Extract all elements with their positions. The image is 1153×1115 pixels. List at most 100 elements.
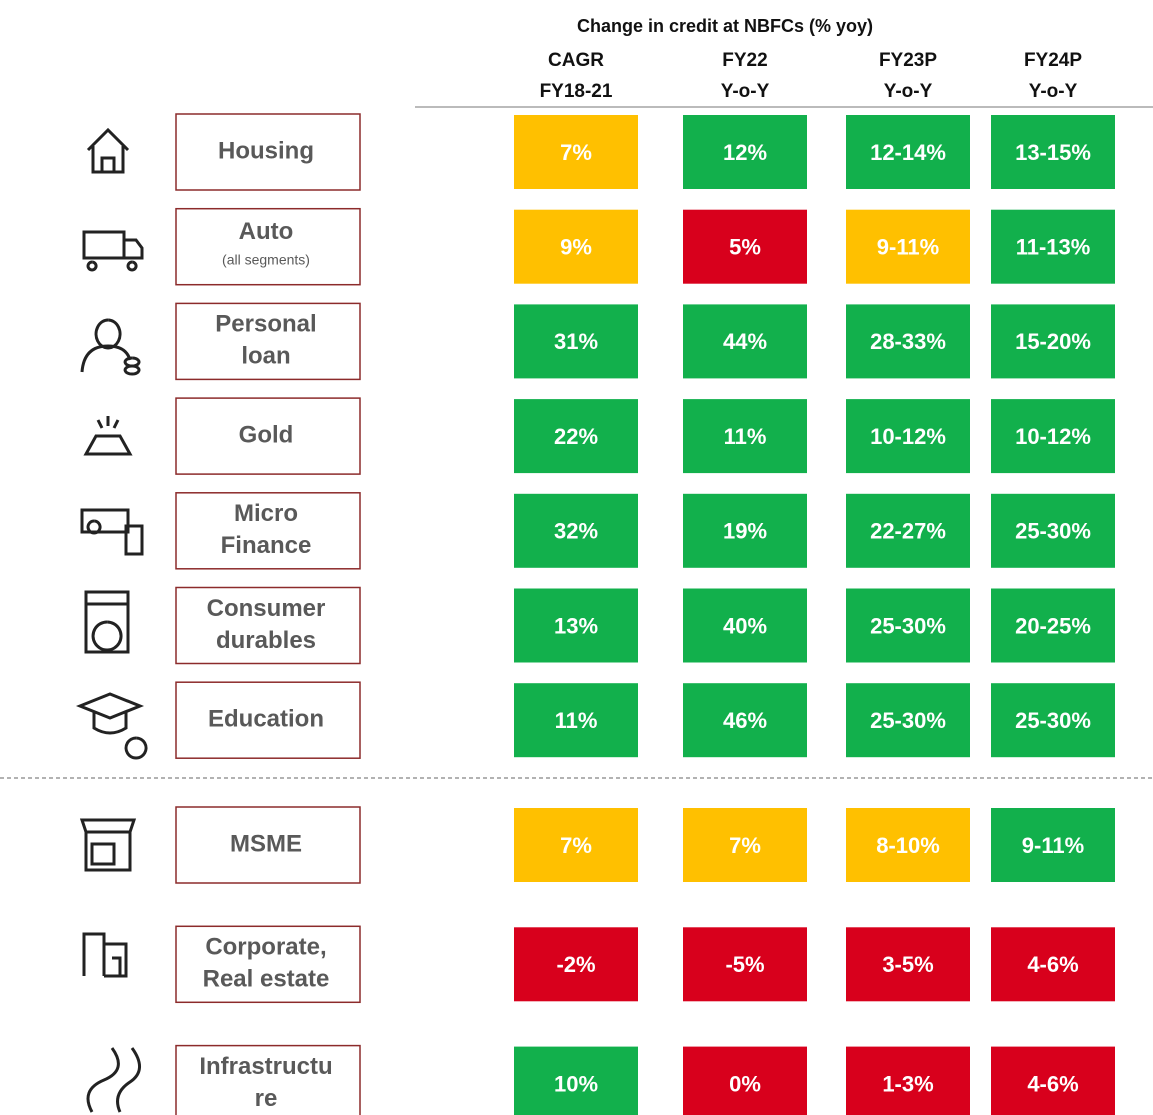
cell-value: 20-25% [1015, 613, 1091, 638]
row-icon [79, 818, 137, 872]
cell-box [683, 493, 807, 568]
cell-value: 9-11% [877, 235, 939, 260]
cell-box [991, 1046, 1115, 1115]
label-box [175, 207, 361, 286]
label-box [175, 1044, 361, 1115]
cell-box [991, 683, 1115, 758]
cell-value: 25-30% [870, 613, 946, 638]
row-icon [80, 318, 141, 376]
cell-box [514, 399, 638, 474]
label-box [175, 397, 361, 475]
row-label: Education [208, 706, 324, 733]
cell-box [991, 927, 1115, 1002]
cell-box [991, 115, 1115, 189]
column-header: Y-o-Y [884, 81, 933, 102]
cell-value: 11% [724, 424, 767, 449]
row-label: Finance [221, 532, 312, 559]
cell-box [846, 304, 970, 379]
cell-value: 13% [554, 613, 598, 638]
row-label: Housing [218, 137, 314, 164]
label-box [175, 113, 361, 191]
cell-value: 12% [723, 140, 767, 165]
cell-box [991, 304, 1115, 379]
cell-value: 44% [723, 329, 767, 354]
row-icon [83, 416, 133, 456]
label-box [175, 681, 361, 759]
column-header: CAGR [548, 50, 604, 71]
row-icon [82, 932, 128, 978]
column-header: FY23P [879, 50, 937, 71]
cell-value: 12-14% [870, 140, 946, 165]
cell-box [683, 304, 807, 379]
column-header: Y-o-Y [721, 81, 770, 102]
cell-box [683, 588, 807, 663]
row-label: Real estate [203, 966, 330, 993]
cell-box [846, 588, 970, 663]
cell-value: 22% [554, 424, 598, 449]
cell-value: 11-13% [1016, 235, 1091, 260]
cell-box [846, 209, 970, 284]
row-sublabel: (all segments) [222, 251, 310, 267]
cell-value: 4-6% [1027, 1071, 1078, 1096]
cell-value: 15-20% [1015, 329, 1091, 354]
cell-value: 31% [554, 329, 598, 354]
cell-box [683, 209, 807, 284]
title: Change in credit at NBFCs (% yoy) [577, 16, 873, 36]
label-box [175, 302, 361, 381]
column-header: FY24P [1024, 50, 1082, 71]
cell-box [514, 683, 638, 758]
cell-box [683, 115, 807, 189]
cell-value: 7% [560, 833, 592, 858]
cell-box [683, 808, 807, 882]
cell-box [991, 808, 1115, 882]
row-label: Micro [234, 500, 298, 527]
cell-value: 0% [729, 1071, 761, 1096]
cell-box [683, 1046, 807, 1115]
row-label: MSME [230, 830, 302, 857]
cell-value: 40% [723, 613, 767, 638]
label-box [175, 586, 361, 665]
cell-box [514, 808, 638, 882]
cell-value: 25-30% [870, 708, 946, 733]
cell-box [514, 115, 638, 189]
cell-box [514, 588, 638, 663]
row-label: Infrastructu [199, 1053, 332, 1080]
cell-value: 10-12% [870, 424, 946, 449]
row-label: durables [216, 627, 316, 654]
cell-value: 9-11% [1022, 833, 1084, 858]
cell-box [514, 927, 638, 1002]
row-label: Auto [239, 218, 294, 245]
cell-box [846, 493, 970, 568]
cell-box [991, 588, 1115, 663]
cell-value: 10-12% [1015, 424, 1091, 449]
row-label: Corporate, [205, 934, 326, 961]
cell-box [846, 808, 970, 882]
row-icon [80, 508, 144, 556]
cell-value: 28-33% [870, 329, 946, 354]
row-label: re [255, 1085, 278, 1112]
cell-value: 25-30% [1015, 708, 1091, 733]
column-header: FY22 [722, 50, 767, 71]
cell-box [514, 209, 638, 284]
row-icon [84, 590, 130, 654]
cell-value: 1-3% [882, 1071, 933, 1096]
cell-box [683, 399, 807, 474]
label-box [175, 806, 361, 884]
cell-value: 3-5% [882, 952, 933, 977]
cell-box [514, 1046, 638, 1115]
row-icon [75, 692, 148, 760]
cell-value: 19% [723, 519, 767, 544]
cell-value: 32% [554, 519, 598, 544]
cell-value: 8-10% [876, 833, 940, 858]
cell-box [991, 493, 1115, 568]
row-label: Personal [215, 311, 316, 338]
row-icon [86, 1047, 141, 1113]
cell-box [846, 115, 970, 189]
cell-value: 10% [554, 1071, 598, 1096]
cell-value: 13-15% [1015, 140, 1091, 165]
cell-value: 7% [729, 833, 761, 858]
column-header: Y-o-Y [1029, 81, 1078, 102]
cell-box [991, 209, 1115, 284]
cell-value: 4-6% [1027, 952, 1078, 977]
